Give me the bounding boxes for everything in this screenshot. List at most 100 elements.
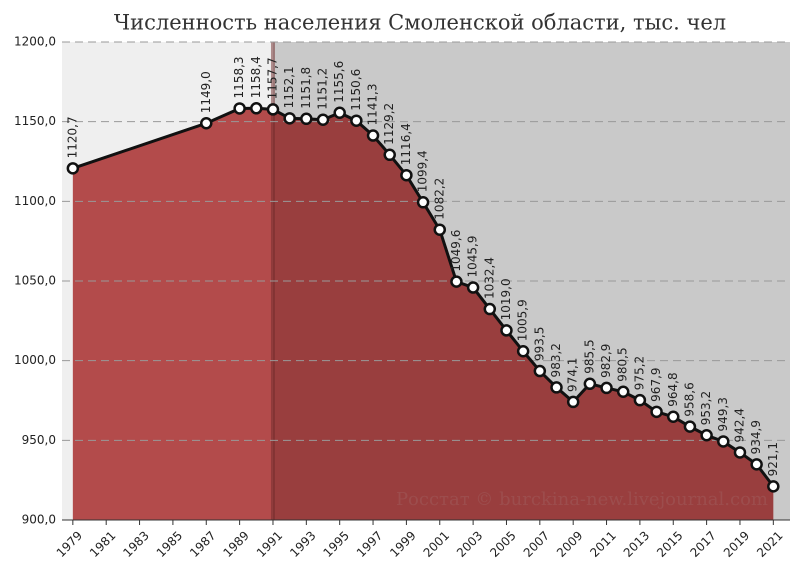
data-label: 1158,3 [232,56,246,98]
y-tick-label: 1100,0 [14,194,56,208]
data-point [350,114,363,127]
x-tick-label: 1989 [220,528,251,559]
data-label: 949,3 [716,397,730,431]
data-label: 982,9 [599,344,613,378]
data-label: 1151,2 [316,68,330,110]
watermark: Росстат © burckina-new.livejournal.com [396,489,768,510]
data-label: 953,2 [699,391,713,425]
data-label: 1116,4 [399,123,413,165]
data-label: 1049,6 [449,230,463,272]
data-label: 1152,1 [282,66,296,108]
x-tick-label: 1995 [321,528,352,559]
data-label: 921,1 [766,442,780,476]
data-point [483,302,497,316]
x-tick-label: 2007 [521,528,552,559]
data-label: 1150,6 [349,69,363,111]
data-label: 1151,8 [299,67,313,109]
data-point [616,385,630,398]
data-point [433,223,447,236]
data-point [233,102,246,115]
data-point [250,102,263,115]
data-label: 1099,4 [416,150,430,192]
x-tick-label: 2009 [554,528,585,559]
data-point [633,393,647,407]
data-point [750,458,763,471]
data-point [583,377,597,391]
data-point [283,112,296,125]
x-tick-label: 2015 [654,528,685,559]
y-tick-label: 950,0 [22,433,56,447]
x-tick-label: 1999 [387,528,418,559]
data-label: 1005,9 [516,299,530,341]
data-label: 993,5 [532,327,546,361]
data-label: 975,2 [632,356,646,390]
x-tick-label: 1991 [254,528,285,559]
y-tick-label: 1200,0 [14,35,56,49]
data-point [300,112,313,126]
data-point [566,395,580,409]
data-label: 1129,2 [382,103,396,145]
chart-title: Численность населения Смоленской области… [114,11,726,35]
data-point [500,324,513,337]
data-point [316,113,330,127]
data-label: 1149,0 [199,71,213,113]
data-label: 1082,2 [432,178,446,220]
data-label: 1032,4 [482,257,496,299]
x-tick-label: 2019 [721,528,752,559]
x-tick-label: 2021 [754,528,785,559]
data-point [66,162,80,175]
x-tick-label: 1993 [287,528,318,559]
data-point [600,381,613,395]
data-label: 1157,7 [265,57,279,99]
data-label: 985,5 [582,339,596,373]
data-label: 934,9 [749,420,763,454]
data-point [700,428,713,442]
data-point [416,196,430,209]
data-point [650,405,663,419]
data-point [383,148,396,162]
x-tick-label: 1979 [54,528,85,559]
data-point [516,345,530,358]
x-tick-label: 2005 [487,528,518,559]
data-label: 1141,3 [366,84,380,126]
area-fill [272,109,774,520]
x-tick-label: 1987 [187,528,218,559]
y-tick-label: 1000,0 [14,353,56,367]
data-label: 942,4 [732,408,746,442]
data-point [366,129,380,142]
data-label: 1155,6 [332,61,346,103]
data-point [400,168,413,182]
data-label: 974,1 [566,358,580,392]
x-tick-label: 2013 [621,528,652,559]
data-label: 964,8 [666,372,680,406]
data-point [733,446,747,459]
data-label: 1019,0 [499,278,513,320]
data-point [767,480,780,493]
data-label: 983,2 [549,343,563,377]
data-point [333,106,346,119]
x-tick-label: 2017 [687,528,718,559]
x-tick-label: 2011 [587,528,618,559]
x-tick-label: 1983 [120,528,151,559]
data-point [683,420,697,433]
data-point [550,381,563,394]
x-tick-label: 1981 [87,528,118,559]
area-fill [72,108,273,521]
data-label: 1120,7 [65,116,79,158]
data-point [450,275,463,288]
x-tick-label: 2001 [421,528,452,559]
data-point [266,103,280,116]
y-tick-label: 1050,0 [14,274,56,288]
data-label: 967,9 [649,367,663,401]
data-point [717,435,730,448]
y-tick-label: 900,0 [22,513,56,527]
data-label: 1045,9 [466,236,480,278]
data-point [667,410,680,424]
data-point [200,117,213,130]
x-tick-label: 1985 [154,528,185,559]
y-tick-label: 1150,0 [14,114,56,128]
data-label: 980,5 [616,347,630,381]
data-point [533,364,547,378]
